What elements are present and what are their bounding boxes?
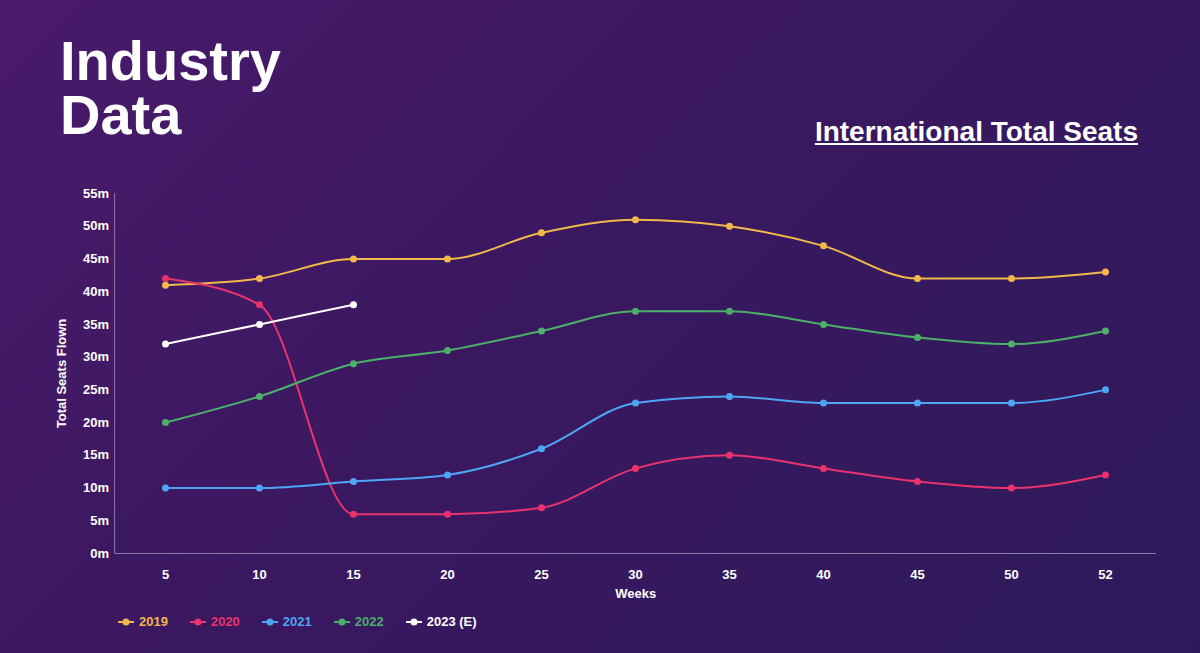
html-text:2022: 2022: [354, 614, 384, 629]
svg-text:25: 25: [534, 567, 548, 582]
svg-text:5m: 5m: [90, 513, 109, 528]
svg-text:0m: 0m: [90, 546, 109, 561]
html-text:2021: 2021: [282, 614, 312, 629]
html-text:2020: 2020: [210, 614, 240, 629]
svg-text:45: 45: [910, 567, 924, 582]
svg-text:50: 50: [1004, 567, 1018, 582]
svg-text:20m: 20m: [83, 415, 109, 430]
svg-text:Weeks: Weeks: [615, 586, 656, 601]
html-text:2023 (E): 2023 (E): [426, 614, 477, 629]
svg-text:10: 10: [252, 567, 266, 582]
svg-text:25m: 25m: [83, 382, 109, 397]
svg-text:10m: 10m: [83, 480, 109, 495]
svg-text:30: 30: [628, 567, 642, 582]
svg-text:20: 20: [440, 567, 454, 582]
svg-text:40m: 40m: [83, 284, 109, 299]
svg-text:35: 35: [722, 567, 736, 582]
svg-text:40: 40: [816, 567, 830, 582]
svg-text:52: 52: [1098, 567, 1112, 582]
html-text:Industry Data: Industry Data: [60, 29, 281, 146]
svg-text:15m: 15m: [83, 447, 109, 462]
html-text:International Total Seats: International Total Seats: [814, 116, 1138, 147]
svg-text:35m: 35m: [83, 317, 109, 332]
svg-text:15: 15: [346, 567, 360, 582]
svg-text:55m: 55m: [83, 186, 109, 201]
svg-text:5: 5: [162, 567, 169, 582]
svg-text:30m: 30m: [83, 349, 109, 364]
svg-text:Total Seats Flown: Total Seats Flown: [54, 319, 69, 429]
svg-text:45m: 45m: [83, 251, 109, 266]
svg-text:50m: 50m: [83, 218, 109, 233]
html-text:2019: 2019: [139, 614, 168, 629]
